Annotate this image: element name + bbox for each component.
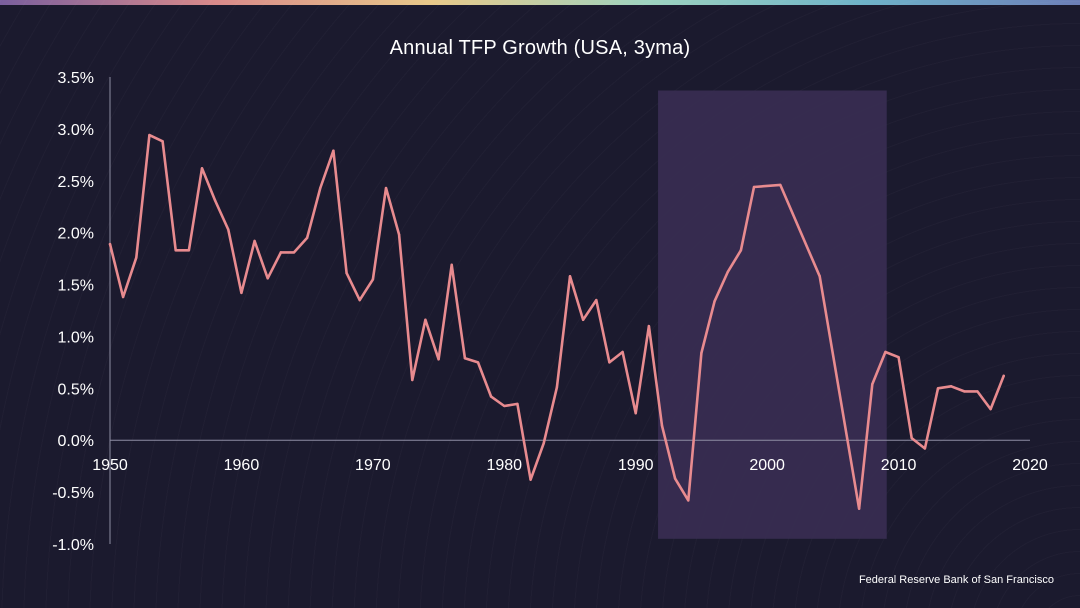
data-point <box>687 499 690 502</box>
data-point <box>305 236 309 240</box>
chart-title: Annual TFP Growth (USA, 3yma) <box>389 37 691 59</box>
data-point <box>818 275 821 278</box>
y-tick-label: 2.0% <box>58 226 94 243</box>
data-point <box>976 390 979 393</box>
data-point <box>292 251 296 254</box>
data-point <box>516 402 519 406</box>
y-tick-label: 2.5% <box>58 174 94 191</box>
x-tick-label: 1950 <box>92 457 128 474</box>
y-tick-label: 1.0% <box>58 329 94 346</box>
data-point <box>647 324 651 328</box>
data-point <box>174 249 177 252</box>
data-point <box>121 295 125 299</box>
data-point <box>634 412 637 415</box>
y-tick-label: 0.0% <box>58 433 94 450</box>
data-point <box>135 256 138 259</box>
x-tick-label: 2000 <box>749 457 785 474</box>
series-line <box>108 133 1006 511</box>
top-gradient-bar <box>0 0 1080 5</box>
y-tick-label: 0.5% <box>58 381 94 398</box>
y-tick-label: 3.5% <box>58 70 94 87</box>
data-point <box>857 507 861 510</box>
data-point <box>871 382 874 386</box>
data-point <box>437 358 440 361</box>
data-point <box>1002 374 1005 378</box>
data-point <box>108 242 112 246</box>
data-point <box>779 183 782 187</box>
data-point <box>424 318 427 322</box>
highlight-region <box>658 90 887 539</box>
data-point <box>371 278 375 281</box>
data-point <box>200 167 204 170</box>
data-point <box>595 298 598 302</box>
data-point <box>936 387 940 390</box>
data-point <box>581 318 585 322</box>
data-point <box>503 404 506 408</box>
data-point <box>161 140 164 143</box>
x-tick-label: 1970 <box>355 457 391 474</box>
data-point <box>529 478 532 481</box>
data-point <box>884 350 887 354</box>
data-point <box>345 271 348 275</box>
data-point <box>187 249 191 252</box>
data-point <box>463 357 467 360</box>
data-point <box>555 386 559 389</box>
y-tick-label: -0.5% <box>52 485 94 502</box>
data-point <box>963 390 966 393</box>
data-point <box>989 407 992 411</box>
data-point <box>227 228 230 231</box>
data-point <box>240 291 243 295</box>
data-point <box>148 133 151 137</box>
data-point <box>279 251 283 254</box>
data-point <box>411 378 414 382</box>
source-credit: Federal Reserve Bank of San Francisco <box>858 574 1054 586</box>
data-point <box>489 395 493 398</box>
data-point <box>660 424 664 427</box>
data-point <box>450 263 453 267</box>
data-point <box>752 185 756 189</box>
data-point <box>923 447 927 450</box>
data-point <box>266 277 269 280</box>
y-tick-label: 1.5% <box>58 278 94 295</box>
x-tick-label: 2010 <box>881 457 917 474</box>
x-tick-label: 1980 <box>486 457 522 474</box>
data-point <box>542 442 545 445</box>
x-tick-label: 1990 <box>618 457 654 474</box>
data-point <box>253 239 256 243</box>
data-point <box>213 199 217 202</box>
data-point <box>608 361 611 364</box>
data-point <box>739 249 743 252</box>
data-point <box>319 186 322 190</box>
y-tick-label: 3.0% <box>58 122 94 139</box>
data-point <box>897 356 900 359</box>
data-point <box>949 385 953 388</box>
y-tick-label: -1.0% <box>52 537 94 554</box>
data-point <box>332 149 335 152</box>
data-point <box>726 270 729 274</box>
data-point <box>621 350 624 354</box>
data-point <box>568 275 572 278</box>
data-point <box>673 477 677 480</box>
data-point <box>358 298 361 302</box>
x-tick-label: 2020 <box>1012 457 1048 474</box>
data-point <box>476 361 480 364</box>
x-tick-label: 1960 <box>224 457 260 474</box>
data-point <box>397 233 401 236</box>
data-point <box>700 351 703 355</box>
data-point <box>713 299 716 303</box>
data-point <box>384 186 388 190</box>
data-point <box>910 436 913 440</box>
